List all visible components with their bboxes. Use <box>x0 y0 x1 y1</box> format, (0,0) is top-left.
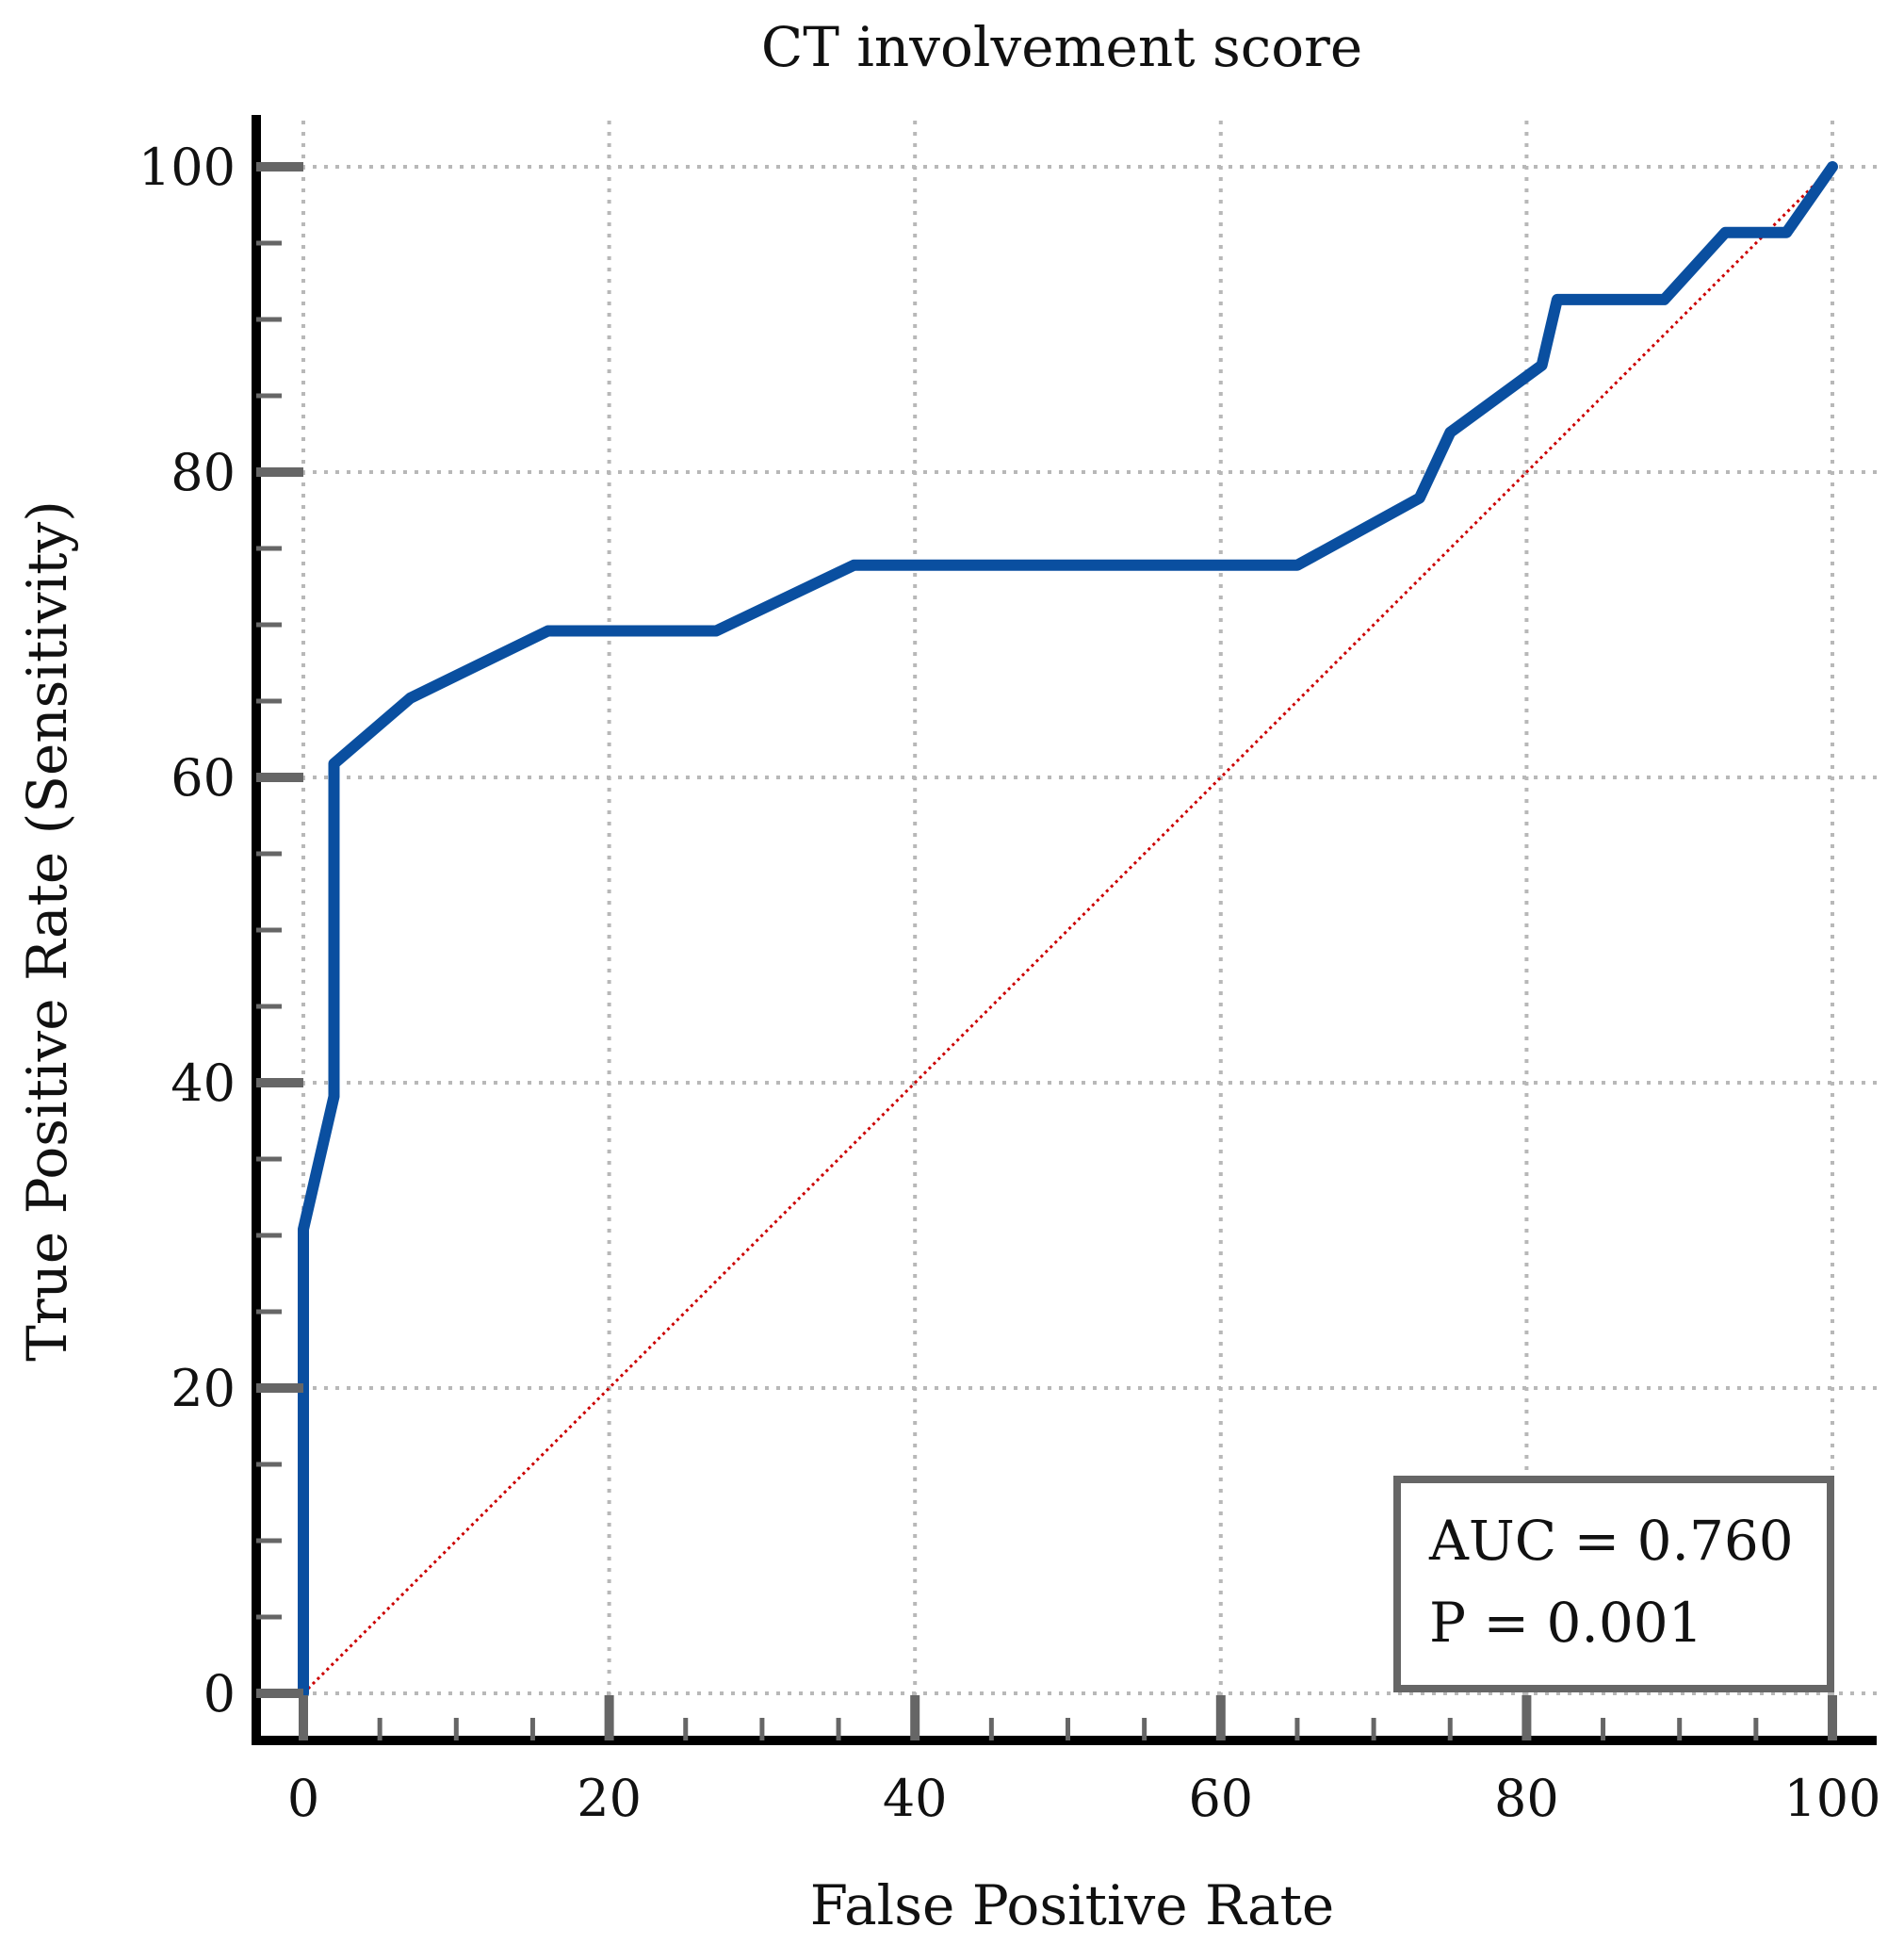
y-tick-label: 0 <box>203 1664 236 1723</box>
x-tick-label: 0 <box>287 1769 319 1828</box>
stats-box-frame <box>1393 1476 1834 1692</box>
x-tick-label: 40 <box>883 1769 948 1828</box>
y-tick-label: 80 <box>171 443 236 502</box>
y-tick-label: 40 <box>171 1054 236 1113</box>
x-tick-label: 100 <box>1783 1769 1880 1828</box>
roc-curve-line <box>298 161 1838 1699</box>
x-tick-label: 60 <box>1188 1769 1253 1828</box>
auc-label: AUC = 0.760 <box>1428 1509 1794 1573</box>
y-axis-label: True Positive Rate (Sensitivity) <box>15 500 79 1362</box>
x-axis-label: False Positive Rate <box>810 1873 1334 1937</box>
chart-title: CT involvement score <box>761 15 1362 79</box>
p-value-label: P = 0.001 <box>1429 1591 1703 1655</box>
stats-box: AUC = 0.760 P = 0.001 <box>1393 1476 1834 1692</box>
y-tick-label: 60 <box>171 748 236 808</box>
y-tick-label: 20 <box>171 1359 236 1418</box>
x-tick-label: 20 <box>577 1769 642 1828</box>
x-tick-label: 80 <box>1494 1769 1559 1828</box>
y-tick-label: 100 <box>138 138 236 197</box>
ticks: 0 20 40 60 80 100 0 20 40 60 80 100 <box>138 138 1881 1828</box>
reference-line-layer <box>301 165 1834 1695</box>
roc-curve-layer <box>298 161 1838 1699</box>
reference-diagonal-line <box>301 165 1834 1695</box>
